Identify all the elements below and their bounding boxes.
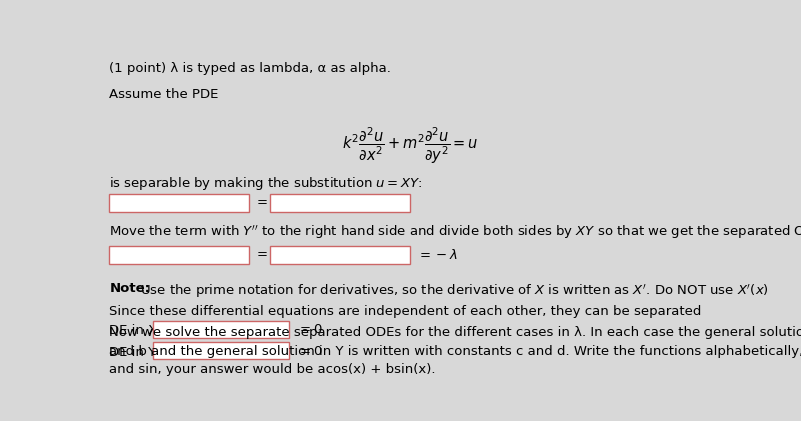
Text: =: = (256, 196, 268, 209)
Text: Move the term with $Y''$ to the right hand side and divide both sides by $XY$ so: Move the term with $Y''$ to the right ha… (110, 224, 801, 242)
Text: $= 0$: $= 0$ (297, 323, 323, 336)
FancyBboxPatch shape (270, 246, 410, 264)
Text: DE in Y:: DE in Y: (110, 346, 159, 359)
FancyBboxPatch shape (270, 194, 410, 212)
Text: Assume the PDE: Assume the PDE (110, 88, 219, 101)
Text: =: = (256, 248, 268, 261)
Text: Now we solve the separate separated ODEs for the different cases in λ. In each c: Now we solve the separate separated ODEs… (110, 326, 801, 339)
Text: and sin, your answer would be acos(x) + bsin(x).: and sin, your answer would be acos(x) + … (110, 363, 436, 376)
FancyBboxPatch shape (110, 194, 249, 212)
FancyBboxPatch shape (153, 341, 289, 360)
Text: $k^2\dfrac{\partial^2 u}{\partial x^2} + m^2\dfrac{\partial^2 u}{\partial y^2} =: $k^2\dfrac{\partial^2 u}{\partial x^2} +… (342, 125, 479, 166)
FancyBboxPatch shape (153, 320, 289, 338)
Text: and b and the general solution in Y is written with constants c and d. Write the: and b and the general solution in Y is w… (110, 344, 801, 357)
Text: Note:: Note: (110, 282, 151, 295)
Text: DE in X:: DE in X: (110, 325, 162, 338)
Text: is separable by making the substitution $u = XY$:: is separable by making the substitution … (110, 175, 423, 192)
FancyBboxPatch shape (110, 246, 249, 264)
Text: Use the prime notation for derivatives, so the derivative of $X$ is written as $: Use the prime notation for derivatives, … (135, 282, 768, 300)
Text: $= -\lambda$: $= -\lambda$ (417, 248, 458, 262)
Text: $= 0$: $= 0$ (297, 344, 323, 357)
Text: Since these differential equations are independent of each other, they can be se: Since these differential equations are i… (110, 305, 702, 318)
Text: (1 point) λ is typed as lambda, α as alpha.: (1 point) λ is typed as lambda, α as alp… (110, 62, 392, 75)
